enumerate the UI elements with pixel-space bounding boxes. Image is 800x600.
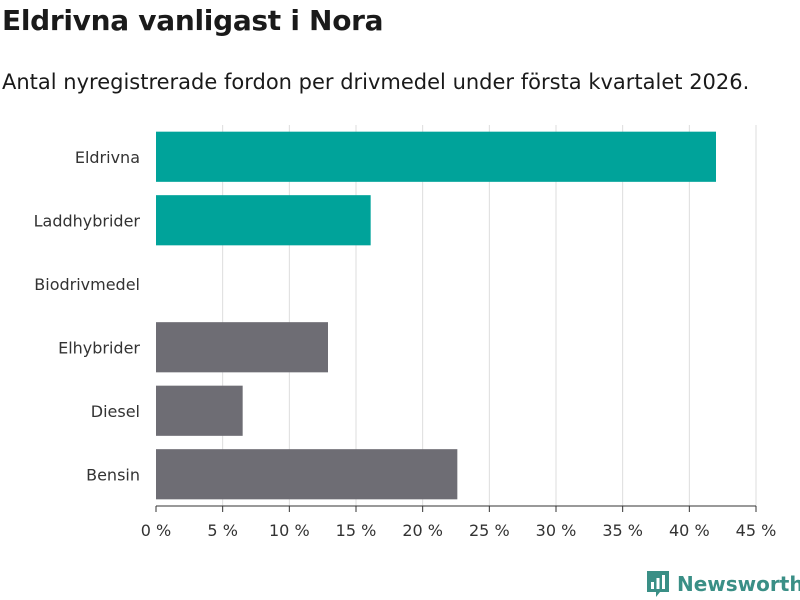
brand-name: Newsworthy bbox=[677, 572, 800, 596]
x-tick-label: 30 % bbox=[536, 521, 577, 540]
x-tick-label: 25 % bbox=[469, 521, 510, 540]
chart-subtitle: Antal nyregistrerade fordon per drivmede… bbox=[2, 70, 750, 94]
x-tick-label: 0 % bbox=[141, 521, 171, 540]
bar bbox=[156, 385, 243, 436]
category-label: Diesel bbox=[91, 402, 140, 421]
x-tick-label: 20 % bbox=[402, 521, 443, 540]
x-tick-label: 10 % bbox=[269, 521, 310, 540]
bar bbox=[156, 322, 328, 373]
bar bbox=[156, 449, 458, 500]
category-label: Eldrivna bbox=[75, 148, 140, 167]
chart-title: Eldrivna vanligast i Nora bbox=[2, 4, 384, 37]
category-label: Laddhybrider bbox=[34, 211, 141, 230]
category-label: Biodrivmedel bbox=[34, 275, 140, 294]
x-tick-label: 45 % bbox=[736, 521, 777, 540]
bar bbox=[156, 131, 716, 182]
newsworthy-logo: Newsworthy bbox=[645, 569, 800, 599]
x-tick-label: 40 % bbox=[669, 521, 710, 540]
category-label: Bensin bbox=[86, 465, 140, 484]
x-tick-label: 35 % bbox=[602, 521, 643, 540]
x-tick-label: 15 % bbox=[336, 521, 377, 540]
newsworthy-logo-icon bbox=[647, 571, 669, 597]
bar bbox=[156, 195, 371, 246]
x-tick-label: 5 % bbox=[207, 521, 237, 540]
category-label: Elhybrider bbox=[58, 338, 140, 357]
